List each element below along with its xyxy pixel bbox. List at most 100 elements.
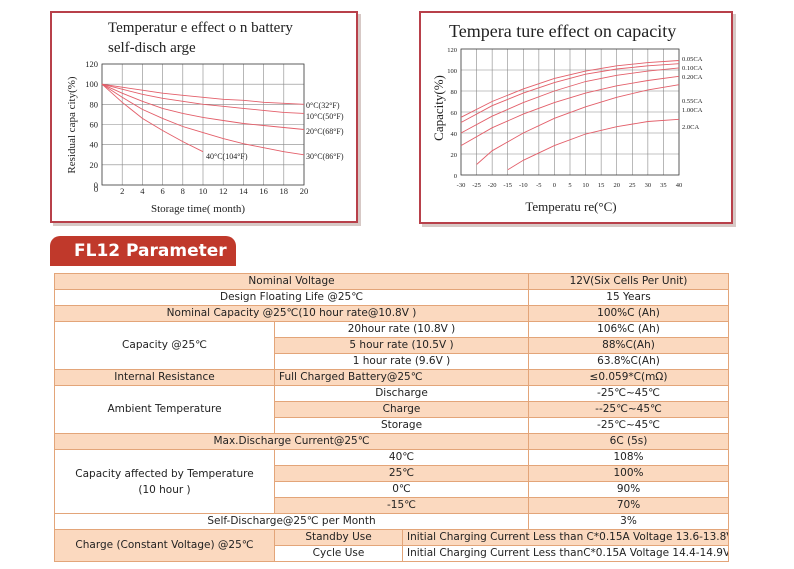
capacity-temperature-row-value: 100% — [528, 465, 729, 482]
y-tick-label: 20 — [90, 160, 99, 170]
series-line — [507, 118, 680, 171]
x-tick-label: 25 — [629, 182, 636, 189]
y-tick-label: 120 — [447, 47, 457, 54]
capacity-temperature-label: Capacity affected by Temperature (10 hou… — [54, 449, 275, 514]
series-line — [460, 60, 680, 118]
self-discharge-chart: Temperatur e effect o n battery self-dis… — [50, 11, 358, 223]
capacity-rate-value: 106%C (Ah) — [528, 321, 729, 338]
x-tick-label: 30 — [645, 182, 652, 189]
x-tick-label: 12 — [219, 186, 228, 196]
y-tick-label: 60 — [451, 110, 458, 117]
x-tick-label: -15 — [503, 182, 512, 189]
charge-mode-value: Initial Charging Current Less than C*0.1… — [402, 529, 729, 546]
chart1-title-line1: Temperatur e effect o n battery — [108, 20, 293, 36]
charge-mode-label: Standby Use — [274, 529, 403, 546]
x-tick-label: 16 — [259, 186, 268, 196]
plot-frame — [460, 48, 680, 176]
x-tick-label: 0 — [553, 182, 556, 189]
series-label: 0.05CA — [682, 56, 703, 63]
floating-life-label: Design Floating Life @25℃ — [54, 289, 529, 306]
self-discharge-chart-svg: Temperatur e effect o n battery self-dis… — [66, 20, 344, 215]
section-title: FL12 Parameter — [50, 236, 236, 266]
series-line — [101, 83, 305, 130]
x-tick-label: 14 — [239, 186, 248, 196]
chart2-title: Tempera ture effect on capacity — [449, 21, 676, 41]
ambient-condition-label: Charge — [274, 401, 529, 418]
series-label: 0°C(32°F) — [306, 101, 340, 110]
series-line — [101, 83, 305, 114]
nominal-capacity-label: Nominal Capacity @25℃(10 hour rate@10.8V… — [54, 305, 529, 322]
series-label: 40°C(104°F) — [206, 152, 248, 161]
capacity-rate-value: 63.8%C(Ah) — [528, 353, 729, 370]
x-tick-label: -25 — [472, 182, 481, 189]
x-tick-label: 6 — [160, 186, 164, 196]
ambient-condition-value: -25℃~45℃ — [528, 417, 729, 434]
series-label: 2.0CA — [682, 124, 699, 131]
ambient-temperature-label: Ambient Temperature — [54, 385, 275, 434]
x-tick-label: -10 — [519, 182, 528, 189]
ambient-condition-label: Discharge — [274, 385, 529, 402]
x-tick-label: 15 — [598, 182, 605, 189]
capacity-temperature-row-label: 0℃ — [274, 481, 529, 498]
table-row: Nominal Voltage 12V(Six Cells Per Unit) — [54, 273, 729, 290]
ambient-condition-value: -25℃~45℃ — [528, 385, 729, 402]
x-tick-label: -5 — [536, 182, 541, 189]
x-tick-label: 40 — [676, 182, 683, 189]
y-tick-label: 0 — [454, 173, 457, 180]
chart1-ylabel: Residual capa city(%) — [66, 76, 78, 173]
table-row: Charge (Constant Voltage) @25℃ Standby U… — [54, 529, 729, 562]
y-tick-label: 100 — [85, 79, 98, 89]
x-tick-label: -30 — [457, 182, 466, 189]
ambient-condition-label: Storage — [274, 417, 529, 434]
max-discharge-value: 6C (5s) — [528, 433, 729, 450]
y-tick-label: 100 — [447, 68, 457, 75]
charge-mode-value: Initial Charging Current Less thanC*0.15… — [402, 545, 729, 562]
self-discharge-value: 3% — [528, 513, 729, 530]
table-row: Nominal Capacity @25℃(10 hour rate@10.8V… — [54, 305, 729, 322]
series-label: 0.20CA — [682, 74, 703, 81]
series-label: 30°C(86°F) — [306, 152, 344, 161]
series-line — [460, 63, 680, 123]
capacity-temperature-row-label: 40℃ — [274, 449, 529, 466]
internal-resistance-condition: Full Charged Battery@25℃ — [274, 369, 529, 386]
plot-frame — [101, 63, 305, 186]
nominal-capacity-value: 100%C (Ah) — [528, 305, 729, 322]
capacity-temperature-label-line2: (10 hour ) — [138, 483, 191, 496]
x-tick-label: 0 — [94, 184, 98, 194]
x-tick-label: 18 — [280, 186, 289, 196]
table-row: 0℃ 90% — [55, 481, 729, 498]
floating-life-value: 15 Years — [528, 289, 729, 306]
nominal-voltage-label: Nominal Voltage — [54, 273, 529, 290]
capacity-rate-value: 88%C(Ah) — [528, 337, 729, 354]
table-row: Capacity @25℃ 20hour rate (10.8V ) 106%C… — [54, 321, 729, 370]
table-row: 25℃ 100% — [55, 465, 729, 482]
y-tick-label: 120 — [85, 59, 98, 69]
x-tick-label: -20 — [488, 182, 497, 189]
capacity-temperature-label-line1: Capacity affected by Temperature — [75, 467, 254, 480]
charge-label: Charge (Constant Voltage) @25℃ — [54, 529, 275, 562]
series-line — [101, 83, 305, 156]
x-tick-label: 8 — [181, 186, 185, 196]
capacity-rate-label: 20hour rate (10.8V ) — [274, 321, 529, 338]
table-row: Ambient Temperature Discharge -25℃~45℃ — [54, 385, 729, 434]
series-line — [101, 83, 305, 105]
charge-table: Charge (Constant Voltage) @25℃ Standby U… — [54, 529, 729, 562]
internal-resistance-value: ≤0.059*C(mΩ) — [528, 369, 729, 386]
x-tick-label: 20 — [613, 182, 620, 189]
y-tick-label: 80 — [451, 89, 458, 96]
capacity-temperature-row-value: 70% — [528, 497, 729, 514]
series-label: 10°C(50°F) — [306, 112, 344, 121]
y-tick-label: 0 — [94, 180, 98, 190]
chart1-title-line2: self-disch arge — [108, 40, 196, 56]
x-tick-label: 2 — [120, 186, 124, 196]
nominal-voltage-value: 12V(Six Cells Per Unit) — [528, 273, 729, 290]
capacity-temperature-row-label: -15℃ — [274, 497, 529, 514]
table-row: 1 hour rate (9.6V ) 63.8%C(Ah) — [55, 353, 729, 370]
series-line — [476, 84, 680, 165]
x-tick-label: 10 — [199, 186, 208, 196]
y-tick-label: 40 — [90, 140, 99, 150]
y-tick-label: 80 — [90, 99, 99, 109]
max-discharge-label: Max.Discharge Current@25℃ — [54, 433, 529, 450]
series-line — [460, 75, 680, 146]
series-label: 0.55CA — [682, 98, 703, 105]
